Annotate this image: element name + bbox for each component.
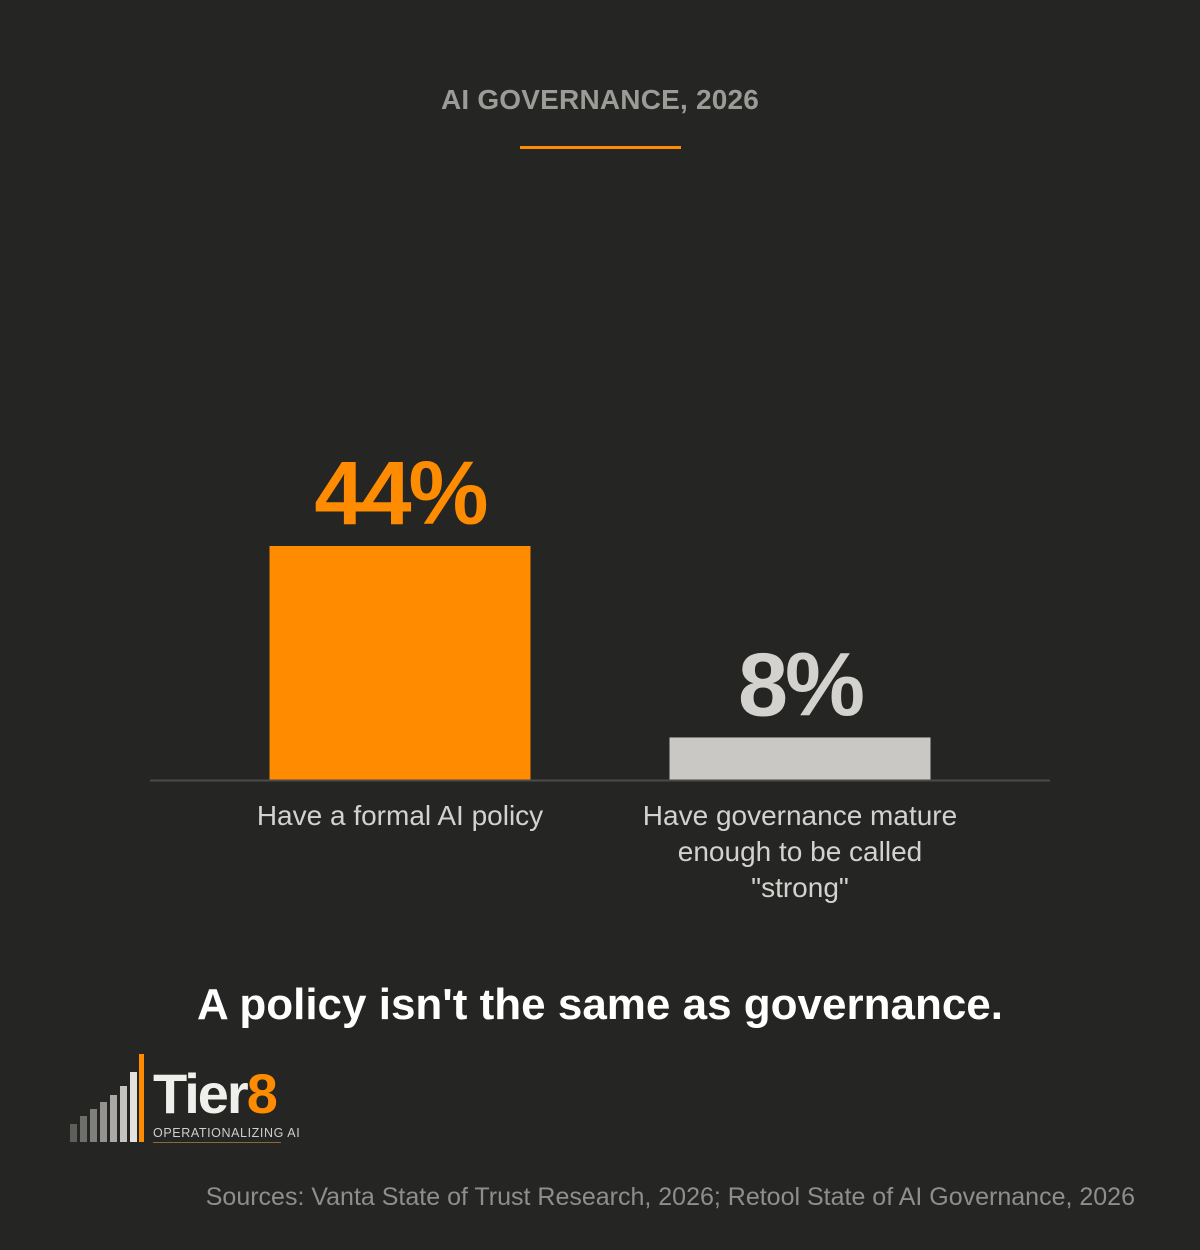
bar-1 [669,737,931,780]
tier8-logo: Tier8 OPERATIONALIZING AI [70,1054,300,1146]
value-label-1: 8% [738,635,863,735]
category-label-strong-governance: Have governance mature enough to be call… [642,800,958,903]
page-title: AI GOVERNANCE, 2026 [440,84,760,115]
category-label-formal-policy: Have a formal AI policy [256,800,544,831]
logo-wordmark: Tier8 [153,1062,278,1125]
bar-0 [269,546,531,780]
tagline: A policy isn't the same as governance. [196,980,1003,1029]
logo-underline [153,1142,281,1143]
sources-note: Sources: Vanta State of Trust Research, … [205,1183,1135,1211]
logo-tagline: OPERATIONALIZING AI [153,1126,301,1140]
bar-chart: 44% 8% [150,444,1050,782]
value-label-0: 44% [314,444,486,544]
title-underline [520,146,681,149]
